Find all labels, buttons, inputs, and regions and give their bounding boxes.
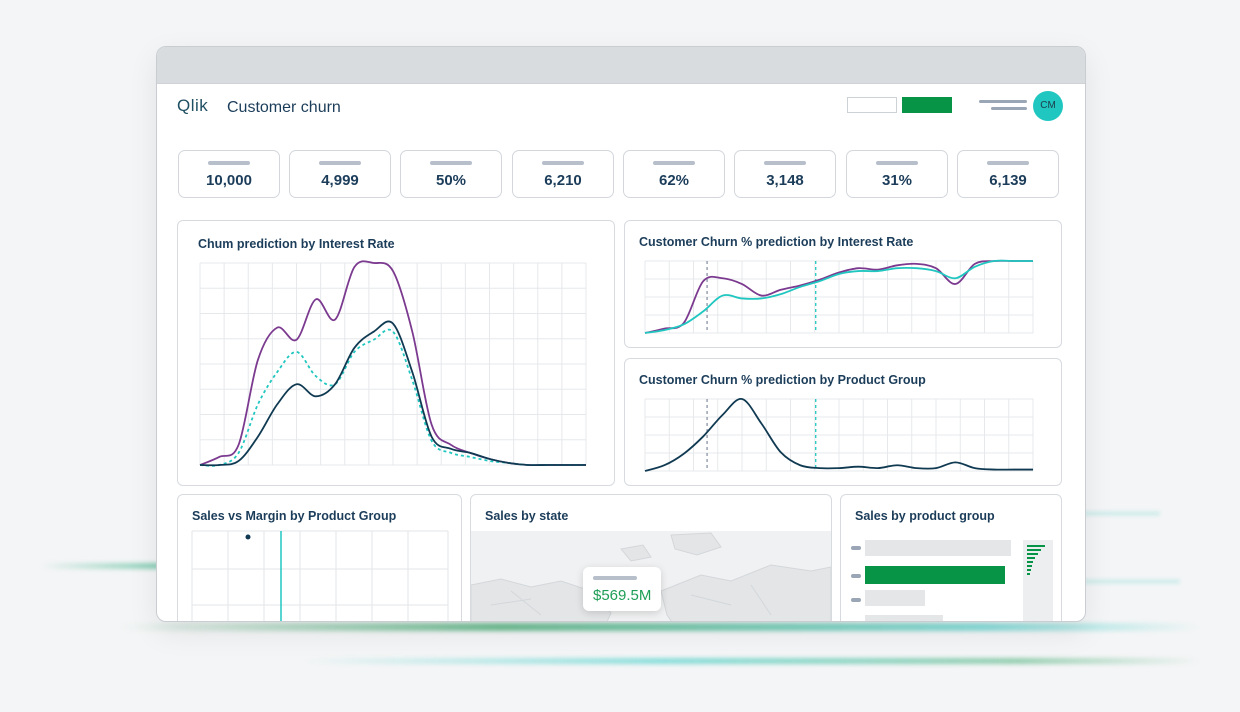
decorative-streak bbox=[1080, 580, 1180, 583]
chart-title: Sales vs Margin by Product Group bbox=[192, 509, 397, 523]
kpi-label-bar bbox=[653, 161, 695, 165]
mini-scrollbar[interactable] bbox=[1023, 540, 1053, 622]
tooltip-label-bar bbox=[593, 576, 637, 580]
kpi-tile[interactable]: 6,139 bbox=[957, 150, 1059, 198]
chart-title: Sales by product group bbox=[855, 509, 995, 523]
chart-card-churn-interest[interactable]: Chum prediction by Interest Rate bbox=[177, 220, 615, 486]
kpi-label-bar bbox=[430, 161, 472, 165]
kpi-value: 6,210 bbox=[544, 172, 582, 189]
kpi-label-bar bbox=[542, 161, 584, 165]
menu-line-icon[interactable] bbox=[991, 107, 1027, 110]
chart-card-churn-pct-product[interactable]: Customer Churn % prediction by Product G… bbox=[624, 358, 1062, 486]
kpi-value: 3,148 bbox=[766, 172, 804, 189]
category-label-bar bbox=[851, 598, 861, 602]
kpi-tile[interactable]: 3,148 bbox=[734, 150, 836, 198]
chart-card-sales-product[interactable]: Sales by product group bbox=[840, 494, 1062, 622]
chart-title: Sales by state bbox=[485, 509, 569, 523]
chart-card-churn-pct-interest[interactable]: Customer Churn % prediction by Interest … bbox=[624, 220, 1062, 348]
kpi-label-bar bbox=[987, 161, 1029, 165]
kpi-label-bar bbox=[208, 161, 250, 165]
kpi-value: 50% bbox=[435, 172, 467, 189]
qlik-logo[interactable]: Qlik bbox=[177, 96, 209, 115]
churn-pct-interest-chart bbox=[644, 259, 1034, 334]
kpi-value: 6,139 bbox=[989, 172, 1027, 189]
kpi-tile[interactable]: 31% bbox=[846, 150, 948, 198]
sales-margin-chart bbox=[191, 530, 449, 621]
category-label-bar bbox=[851, 546, 861, 550]
chart-title: Chum prediction by Interest Rate bbox=[198, 237, 395, 251]
menu-line-icon[interactable] bbox=[979, 100, 1027, 103]
window-titlebar bbox=[157, 47, 1085, 84]
bar[interactable] bbox=[865, 615, 943, 622]
kpi-tile[interactable]: 10,000 bbox=[178, 150, 280, 198]
churn-interest-chart bbox=[199, 260, 587, 467]
series-line-2[interactable] bbox=[644, 259, 1033, 334]
kpi-tile[interactable]: 62% bbox=[623, 150, 725, 198]
bar[interactable] bbox=[865, 540, 1011, 556]
series-line-1[interactable] bbox=[644, 398, 1033, 472]
chart-title: Customer Churn % prediction by Product G… bbox=[639, 373, 926, 387]
gridlines bbox=[644, 260, 1034, 334]
kpi-value: 10,000 bbox=[206, 172, 252, 189]
mini-scrollbar-bars bbox=[1027, 545, 1045, 575]
chart-title: Customer Churn % prediction by Interest … bbox=[639, 235, 914, 249]
map-tooltip: $569.5M bbox=[583, 567, 661, 611]
bar[interactable] bbox=[865, 590, 925, 606]
primary-button[interactable] bbox=[902, 97, 952, 113]
decorative-streak bbox=[300, 658, 1200, 664]
kpi-value: 31% bbox=[881, 172, 913, 189]
decorative-streak bbox=[40, 563, 180, 569]
decorative-streak bbox=[120, 623, 1200, 631]
chart-card-sales-state[interactable]: Sales by state $569.5M bbox=[470, 494, 832, 621]
scatter-point[interactable] bbox=[245, 534, 251, 540]
decorative-streak bbox=[1080, 512, 1160, 515]
gridlines bbox=[644, 398, 1034, 472]
secondary-button[interactable] bbox=[847, 97, 897, 113]
bar-highlighted[interactable] bbox=[865, 566, 1005, 584]
kpi-tile[interactable]: 4,999 bbox=[289, 150, 391, 198]
tooltip-value: $569.5M bbox=[593, 587, 652, 604]
gridlines bbox=[199, 262, 587, 466]
sales-product-chart bbox=[851, 540, 1053, 622]
series-line-3[interactable] bbox=[199, 320, 586, 467]
chart-card-sales-margin[interactable]: Sales vs Margin by Product Group bbox=[177, 494, 462, 621]
app-window: Qlik Customer churn CM 10,000 4,999 50% … bbox=[156, 46, 1086, 622]
kpi-tile[interactable]: 6,210 bbox=[512, 150, 614, 198]
churn-pct-product-chart bbox=[644, 398, 1034, 472]
kpi-label-bar bbox=[764, 161, 806, 165]
page-title: Customer churn bbox=[227, 99, 341, 116]
kpi-label-bar bbox=[319, 161, 361, 165]
category-label-bar bbox=[851, 574, 861, 578]
kpi-value: 4,999 bbox=[321, 172, 359, 189]
avatar[interactable]: CM bbox=[1033, 91, 1063, 121]
kpi-tile[interactable]: 50% bbox=[400, 150, 502, 198]
kpi-value: 62% bbox=[658, 172, 690, 189]
kpi-label-bar bbox=[876, 161, 918, 165]
